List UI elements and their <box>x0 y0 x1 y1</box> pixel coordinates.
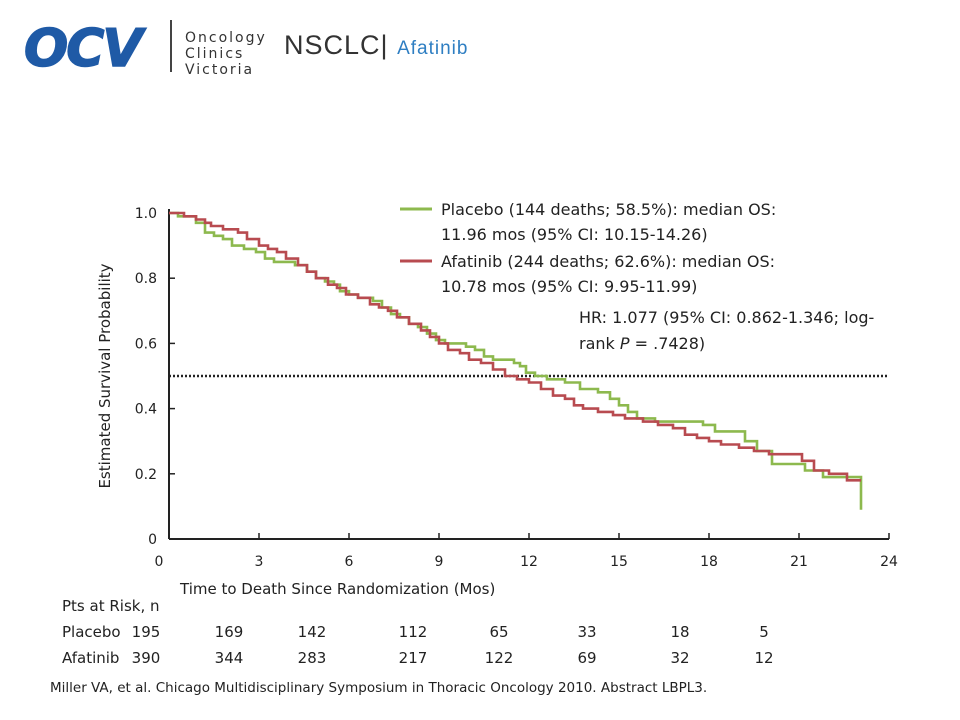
chart-annotation: HR: 1.077 (95% CI: 0.862-1.346; log-rank… <box>579 308 874 353</box>
y-tick-label: 0.8 <box>135 271 157 287</box>
risk-value: 283 <box>298 649 327 667</box>
x-tick-label: 3 <box>255 554 264 570</box>
title-sub: Afatinib <box>397 38 469 59</box>
x-tick-label: 6 <box>345 554 354 570</box>
legend-placebo-line2: 11.96 mos (95% CI: 10.15-14.26) <box>441 225 708 244</box>
y-tick-label: 1.0 <box>135 206 157 222</box>
hr-annotation-prefix: rank <box>579 334 620 353</box>
x-tick-label: 24 <box>880 554 898 570</box>
risk-row-label: Placebo <box>62 623 121 641</box>
x-tick-label: 18 <box>700 554 718 570</box>
x-tick-label: 12 <box>520 554 538 570</box>
x-tick-label: 0 <box>155 554 164 570</box>
risk-value: 390 <box>132 649 161 667</box>
risk-table-title: Pts at Risk, n <box>62 597 160 615</box>
y-tick-label: 0 <box>148 532 157 548</box>
logo-line-oncology: Oncology <box>185 30 267 46</box>
legend-afatinib-line1: Afatinib (244 deaths; 62.6%): median OS: <box>441 252 775 271</box>
risk-value: 122 <box>485 649 514 667</box>
legend-afatinib-line2: 10.78 mos (95% CI: 9.95-11.99) <box>441 277 697 296</box>
hr-annotation-p: P <box>620 334 630 353</box>
x-tick-label: 9 <box>435 554 444 570</box>
risk-table: Pts at Risk, n Placebo 195 169 142 112 65 33 18 5… <box>62 597 774 667</box>
risk-value: 169 <box>215 623 244 641</box>
hr-annotation-line2: rank P = .7428) <box>579 334 705 353</box>
logo-divider <box>170 20 172 72</box>
risk-value: 5 <box>759 623 769 641</box>
x-axis-label: Time to Death Since Randomization (Mos) <box>179 580 495 598</box>
risk-value: 195 <box>132 623 161 641</box>
chart-axes: 0 0.2 0.4 0.6 0.8 1.0 0 3 6 9 12 15 18 21 24 Time to De… <box>96 206 898 598</box>
y-tick-label: 0.2 <box>135 467 157 483</box>
y-tick-label: 0.4 <box>135 402 157 418</box>
logo-line-victoria: Victoria <box>185 62 255 78</box>
risk-value: 18 <box>670 623 689 641</box>
afatinib-survival-curve <box>169 211 861 482</box>
risk-row-label: Afatinib <box>62 649 119 667</box>
risk-value: 69 <box>577 649 596 667</box>
slide-title: NSCLC| Afatinib <box>284 30 468 61</box>
risk-value: 344 <box>215 649 244 667</box>
title-main: NSCLC <box>284 30 381 60</box>
risk-value: 217 <box>399 649 428 667</box>
chart-legend: Placebo (144 deaths; 58.5%): median OS: 1… <box>400 200 776 296</box>
risk-value: 142 <box>298 623 327 641</box>
risk-value: 33 <box>577 623 596 641</box>
citation: Miller VA, et al. Chicago Multidisciplin… <box>50 680 707 696</box>
placebo-survival-curve <box>169 211 863 510</box>
logo-text: OCV <box>24 19 146 78</box>
risk-value: 112 <box>399 623 428 641</box>
x-tick-label: 21 <box>790 554 808 570</box>
x-tick-label: 15 <box>610 554 628 570</box>
y-tick-label: 0.6 <box>135 336 157 352</box>
ocv-logo-mark: OCV <box>23 18 172 80</box>
y-axis-label: Estimated Survival Probability <box>96 263 114 488</box>
hr-annotation-suffix: = .7428) <box>630 334 706 353</box>
risk-value: 12 <box>754 649 773 667</box>
legend-placebo-line1: Placebo (144 deaths; 58.5%): median OS: <box>441 200 776 219</box>
ocv-logo: OCV Oncology Clinics Victoria <box>22 14 265 80</box>
logo-line-clinics: Clinics <box>185 46 245 62</box>
risk-value: 65 <box>489 623 508 641</box>
risk-value: 32 <box>670 649 689 667</box>
logo-wordmark: Oncology Clinics Victoria <box>185 30 267 78</box>
title-separator: | <box>380 30 389 60</box>
chart-series <box>169 211 863 510</box>
hr-annotation-line1: HR: 1.077 (95% CI: 0.862-1.346; log- <box>579 308 874 327</box>
